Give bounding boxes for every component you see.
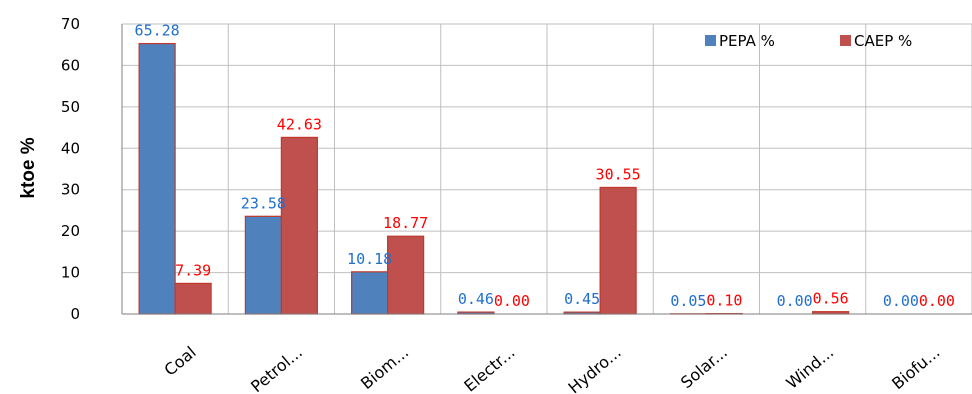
x-tick-label: Biom... [357,343,412,394]
x-tick-label: Electr... [460,343,518,394]
x-tick-label: Wind... [782,343,837,393]
axes [121,24,972,315]
data-label: 23.58 [241,194,286,212]
bar-pepa [138,42,176,315]
y-tick-label: 40 [61,139,80,157]
y-tick-label: 20 [61,222,80,240]
legend-label-caep: CAEP % [854,32,912,50]
data-label: 0.45 [564,290,600,308]
data-label: 0.00 [883,292,919,310]
bar-pepa [244,215,282,315]
y-tick-label: 60 [61,56,80,74]
gridlines [122,23,972,314]
x-tick-labels: Coal Petrol... Biom... Electr... Hydro... Sol… [161,343,944,394]
x-tick-label: Solar... [677,343,731,393]
data-label: 0.10 [706,292,742,310]
y-tick-label: 70 [61,15,80,33]
legend: PEPA % CAEP % [705,32,912,50]
data-label: 42.63 [277,115,322,133]
bars [138,42,850,315]
data-label: 0.56 [813,290,849,308]
legend-swatch-pepa [705,35,716,46]
data-label: 65.28 [135,22,180,40]
y-tick-label: 30 [61,181,80,199]
y-tick-labels: 0 10 20 30 40 50 60 70 [61,15,80,323]
bar-caep [280,136,318,315]
legend-swatch-caep [840,35,851,46]
data-label: 0.00 [777,292,813,310]
y-tick-label: 10 [61,264,80,282]
x-tick-label: Biofu... [888,343,943,394]
y-tick-label: 0 [70,305,80,323]
x-tick-label: Hydro... [564,343,624,394]
data-label: 18.77 [383,214,428,232]
y-axis-label: ktoe % [18,137,39,198]
data-label: 0.00 [494,292,530,310]
data-label: 7.39 [175,261,211,279]
data-label: 0.46 [458,290,494,308]
legend-label-pepa: PEPA % [719,32,775,50]
x-tick-label: Coal [161,343,200,380]
bar-caep [174,282,212,315]
x-tick-label: Petrol... [247,343,306,394]
bar-caep [599,186,637,315]
data-label: 10.18 [347,250,392,268]
bar-pepa [351,271,389,315]
data-label: 0.05 [670,292,706,310]
y-tick-label: 50 [61,98,80,116]
data-label: 0.00 [919,292,955,310]
data-label: 30.55 [596,165,641,183]
bar-caep [387,235,425,315]
